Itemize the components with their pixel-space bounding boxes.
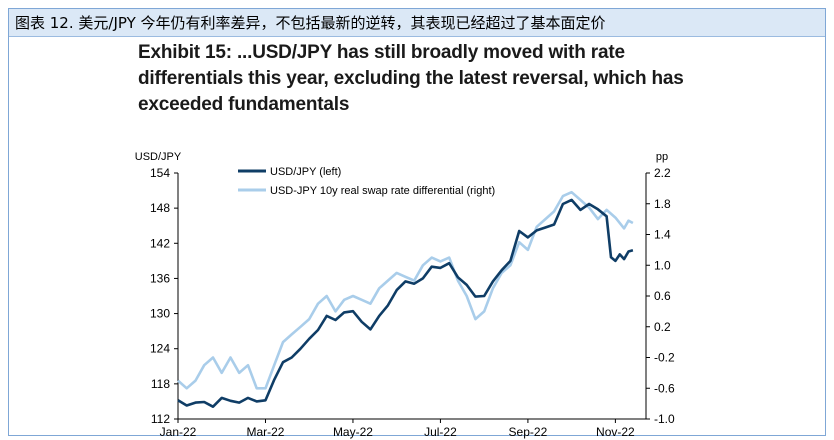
figure-caption: 图表 12. 美元/JPY 今年仍有利率差异，不包括最新的逆转，其表现已经超过了… — [9, 9, 825, 37]
right-axis-ticks: 2.2 1.8 1.4 1.0 0.6 0.2 -0.2 -0.6 -1.0 — [646, 166, 675, 426]
left-axis-title: USD/JPY — [135, 151, 182, 163]
figure-frame: 图表 12. 美元/JPY 今年仍有利率差异，不包括最新的逆转，其表现已经超过了… — [8, 8, 826, 436]
x-tick-label: Mar-22 — [246, 425, 284, 439]
exhibit-title: Exhibit 15: ...USD/JPY has still broadly… — [138, 42, 684, 115]
x-tick-label: Jan-22 — [160, 425, 197, 439]
x-tick-label: Sep-22 — [509, 425, 548, 439]
left-tick-label: 142 — [150, 236, 170, 250]
right-axis-title: pp — [656, 151, 668, 163]
legend-label-usdjpy: USD/JPY (left) — [270, 166, 341, 178]
series-line-usdjpy — [177, 198, 634, 409]
left-tick-label: 112 — [151, 412, 170, 426]
left-tick-label: 130 — [150, 307, 170, 321]
left-axis-ticks: 154 148 142 136 130 124 118 112 — [150, 166, 178, 426]
right-tick-label: 0.6 — [654, 289, 671, 303]
x-tick-label: Jul-22 — [424, 425, 457, 439]
legend-label-differential: USD-JPY 10y real swap rate differential … — [270, 185, 495, 197]
right-tick-label: -0.2 — [654, 351, 675, 365]
left-tick-label: 118 — [151, 377, 170, 391]
right-tick-label: 2.2 — [654, 166, 671, 180]
right-tick-label: 1.8 — [654, 197, 671, 211]
left-tick-label: 154 — [150, 166, 170, 180]
left-tick-label: 148 — [150, 201, 170, 215]
right-tick-label: -0.6 — [654, 381, 675, 395]
right-tick-label: 1.4 — [654, 228, 671, 242]
x-tick-label: May-22 — [333, 425, 373, 439]
x-axis-ticks: Jan-22 Mar-22 May-22 Jul-22 Sep-22 Nov-22 — [160, 419, 635, 439]
chart-legend: USD/JPY (left) USD-JPY 10y real swap rat… — [238, 166, 495, 197]
left-tick-label: 136 — [150, 271, 170, 285]
left-tick-label: 124 — [150, 342, 170, 356]
right-tick-label: -1.0 — [654, 412, 675, 426]
x-tick-label: Nov-22 — [596, 425, 635, 439]
series-line-differential — [177, 190, 634, 390]
right-tick-label: 0.2 — [654, 320, 671, 334]
right-tick-label: 1.0 — [654, 258, 671, 272]
